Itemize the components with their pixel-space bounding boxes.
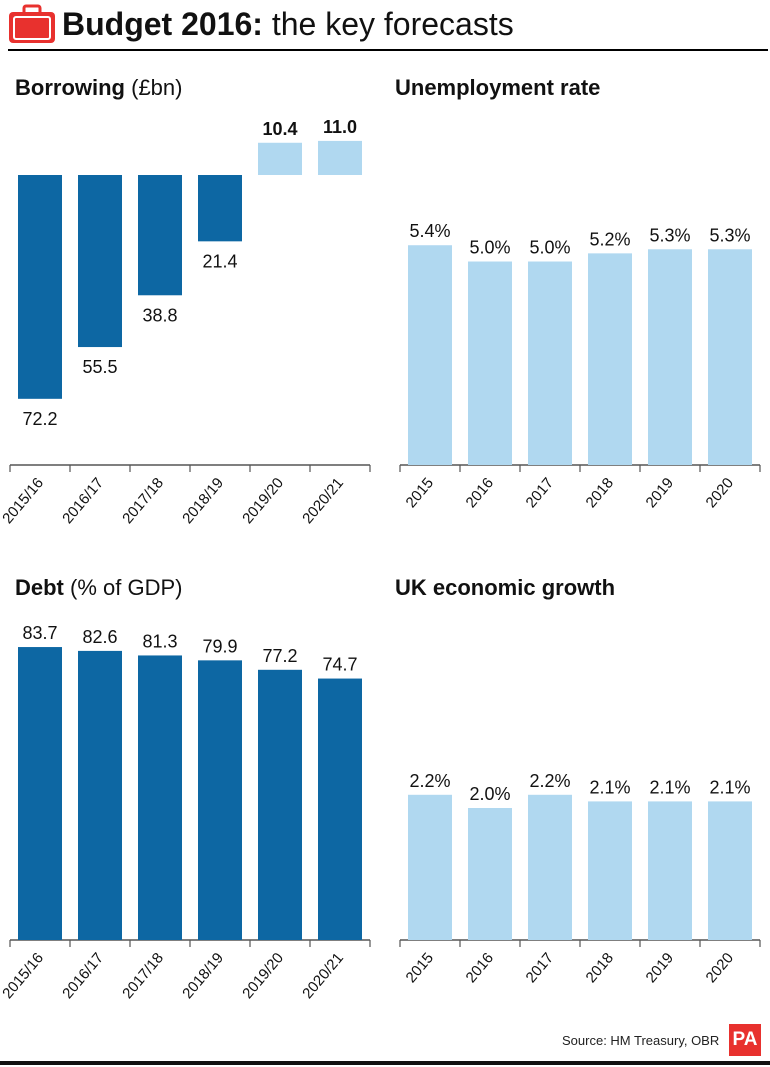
- growth-bar: [408, 794, 452, 940]
- debt-title-bold: Debt: [15, 575, 64, 600]
- growth-title-bold: UK economic growth: [395, 575, 616, 600]
- unemployment-data-label: 5.2%: [589, 229, 630, 249]
- unemployment-title: Unemployment rate: [395, 75, 600, 101]
- unemployment-category-label: 2019: [643, 475, 677, 511]
- debt-data-label: 74.7: [322, 655, 357, 675]
- growth-category-label: 2015: [403, 950, 437, 986]
- borrowing-title-bold: Borrowing: [15, 75, 125, 100]
- borrowing-data-label: 38.8: [142, 305, 177, 325]
- unemployment-bar: [408, 245, 452, 465]
- growth-bar: [708, 801, 752, 940]
- unemployment-data-label: 5.0%: [469, 238, 510, 258]
- debt-category-label: 2018/19: [179, 950, 227, 1002]
- debt-bar: [318, 678, 362, 940]
- borrowing-data-label: 55.5: [82, 357, 117, 377]
- page-title-bold: Budget 2016:: [62, 6, 263, 42]
- borrowing-data-label: 21.4: [202, 251, 237, 271]
- borrowing-data-label: 11.0: [323, 117, 357, 137]
- debt-category-label: 2017/18: [119, 950, 167, 1002]
- growth-title: UK economic growth: [395, 575, 615, 601]
- growth-chart: 2.2% 2015 2.0% 2016 2.2% 2017 2.1% 2018 2.1% 2019…: [399, 771, 761, 986]
- unemployment-bar: [528, 261, 572, 465]
- growth-category-label: 2016: [463, 950, 497, 986]
- page-title: Budget 2016: the key forecasts: [62, 6, 514, 42]
- borrowing-title: Borrowing (£bn): [15, 75, 182, 101]
- unemployment-bar: [708, 249, 752, 465]
- unemployment-category-label: 2016: [463, 475, 497, 511]
- unemployment-bar: [588, 253, 632, 465]
- debt-category-label: 2019/20: [239, 950, 287, 1002]
- page-title-rest: the key forecasts: [262, 6, 514, 42]
- unemployment-chart: 5.4% 2015 5.0% 2016 5.0% 2017 5.2% 2018 5.3% 2019…: [399, 221, 761, 511]
- borrowing-bar: [78, 175, 122, 348]
- unemployment-title-bold: Unemployment rate: [395, 75, 601, 100]
- pa-logo: PA: [729, 1024, 761, 1056]
- borrowing-category-label: 2019/20: [239, 475, 287, 527]
- borrowing-title-rest: (£bn): [125, 75, 183, 100]
- debt-bar: [198, 660, 242, 940]
- borrowing-bar: [318, 140, 362, 175]
- debt-chart: 83.7 2015/16 82.6 2016/17 81.3 2017/18 79.9 201…: [0, 623, 371, 1002]
- unemployment-category-label: 2020: [703, 475, 737, 511]
- debt-bar: [18, 647, 62, 940]
- growth-category-label: 2019: [643, 950, 677, 986]
- source-note: Source: HM Treasury, OBR: [562, 1033, 720, 1048]
- borrowing-bar: [138, 175, 182, 296]
- growth-bar: [588, 801, 632, 940]
- unemployment-data-label: 5.4%: [409, 221, 450, 241]
- unemployment-bar: [648, 249, 692, 465]
- borrowing-data-label: 10.4: [262, 119, 297, 139]
- unemployment-data-label: 5.3%: [709, 225, 750, 245]
- growth-data-label: 2.1%: [589, 777, 630, 797]
- unemployment-data-label: 5.3%: [649, 225, 690, 245]
- unemployment-category-label: 2015: [403, 475, 437, 511]
- borrowing-bar: [198, 175, 242, 242]
- debt-title: Debt (% of GDP): [15, 575, 182, 601]
- growth-data-label: 2.1%: [649, 777, 690, 797]
- debt-data-label: 77.2: [262, 646, 297, 666]
- borrowing-category-label: 2017/18: [119, 475, 167, 527]
- growth-category-label: 2020: [703, 950, 737, 986]
- growth-category-label: 2018: [583, 950, 617, 986]
- growth-data-label: 2.0%: [469, 784, 510, 804]
- borrowing-category-label: 2020/21: [299, 475, 347, 527]
- borrowing-category-label: 2015/16: [0, 475, 47, 527]
- growth-data-label: 2.1%: [709, 777, 750, 797]
- borrowing-category-label: 2016/17: [59, 475, 107, 527]
- briefcase-icon: [9, 4, 55, 43]
- debt-category-label: 2015/16: [0, 950, 47, 1002]
- debt-category-label: 2020/21: [299, 950, 347, 1002]
- growth-category-label: 2017: [523, 950, 557, 986]
- borrowing-category-label: 2018/19: [179, 475, 227, 527]
- debt-data-label: 81.3: [142, 631, 177, 651]
- unemployment-category-label: 2017: [523, 475, 557, 511]
- borrowing-data-label: 72.2: [22, 409, 57, 429]
- unemployment-category-label: 2018: [583, 475, 617, 511]
- debt-data-label: 83.7: [22, 623, 57, 643]
- debt-title-rest: (% of GDP): [63, 575, 183, 600]
- unemployment-data-label: 5.0%: [529, 238, 570, 258]
- borrowing-bar: [18, 175, 62, 399]
- growth-data-label: 2.2%: [409, 771, 450, 791]
- unemployment-bar: [468, 261, 512, 465]
- growth-bar: [468, 808, 512, 940]
- debt-bar: [78, 650, 122, 940]
- bottom-divider: [0, 1061, 770, 1065]
- title-divider: [8, 49, 768, 51]
- borrowing-chart: 72.2 2015/16 55.5 2016/17 38.8 2017/18 21.4 201…: [0, 117, 371, 527]
- header: Budget 2016: the key forecasts: [0, 0, 770, 52]
- growth-bar: [648, 801, 692, 940]
- debt-bar: [138, 655, 182, 940]
- borrowing-bar: [258, 142, 302, 175]
- growth-bar: [528, 794, 572, 940]
- debt-data-label: 79.9: [202, 636, 237, 656]
- debt-data-label: 82.6: [82, 627, 117, 647]
- debt-bar: [258, 669, 302, 940]
- debt-category-label: 2016/17: [59, 950, 107, 1002]
- growth-data-label: 2.2%: [529, 771, 570, 791]
